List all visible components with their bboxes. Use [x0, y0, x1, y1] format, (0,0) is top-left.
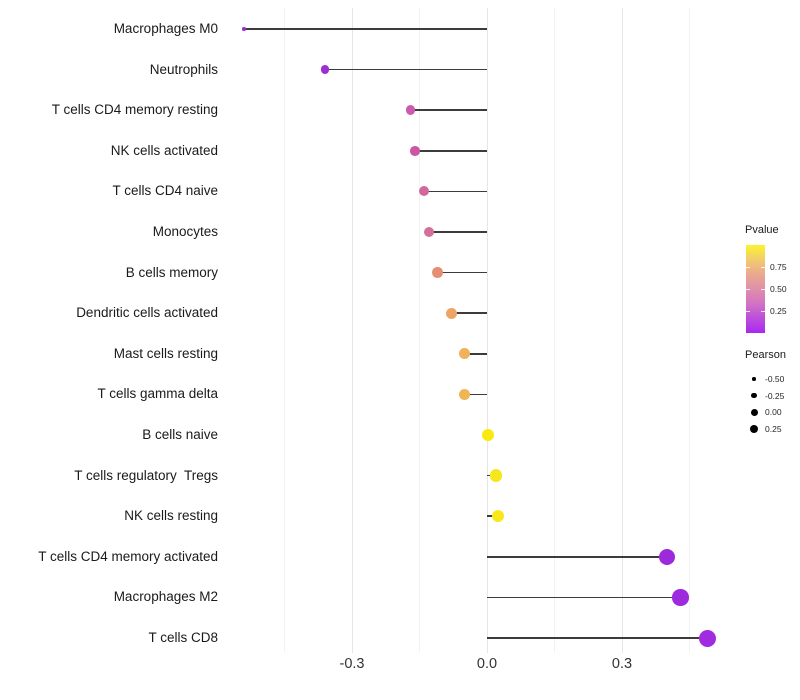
pvalue-tick-labels: 0.75 0.50 0.25 [745, 220, 800, 440]
x-gridline-minor [419, 8, 420, 653]
pearson-size-label: -0.25 [765, 390, 785, 401]
y-axis-label: T cells CD4 memory activated [38, 548, 218, 564]
lollipop-stick [437, 271, 487, 274]
pvalue-bar-tick [761, 266, 765, 268]
lollipop-stick [428, 231, 487, 233]
lollipop-stick [464, 353, 487, 355]
lollipop-dot [659, 548, 675, 565]
lollipop-stick [487, 596, 681, 599]
lollipop-stick [487, 556, 667, 558]
lollipop-dot [419, 186, 429, 197]
pearson-legend-title: Pearson [745, 349, 786, 361]
lollipop-stick [410, 109, 487, 111]
lollipop-dot [699, 629, 716, 647]
y-axis-label: Neutrophils [149, 61, 218, 77]
pvalue-tick-label: 0.75 [770, 262, 787, 272]
lollipop-stick [451, 312, 487, 314]
pvalue-legend-title: Pvalue [745, 224, 779, 236]
x-axis-tick-label: 0.3 [611, 656, 633, 672]
lollipop-stick [244, 28, 487, 30]
x-axis-tick-label: -0.3 [339, 656, 365, 672]
pvalue-bar-tick [746, 266, 750, 268]
plot-panel [221, 8, 731, 653]
pvalue-tick-label: 0.25 [770, 306, 787, 316]
pearson-size-label: 0.25 [765, 423, 782, 434]
y-axis-label: Dendritic cells activated [76, 305, 218, 321]
y-axis-label: T cells CD8 [148, 630, 218, 645]
legend: Pvalue 0.75 0.50 0.25 Pearson -0.50 -0.25 0.… [745, 220, 800, 440]
pearson-size-items: -0.50 -0.25 0.00 0.25 [745, 220, 800, 440]
y-axis-label: Mast cells resting [113, 345, 218, 361]
y-axis-label: NK cells resting [124, 508, 218, 524]
pearson-size-dot [750, 424, 758, 433]
pearson-size-label: 0.00 [765, 407, 782, 417]
y-axis-label: T cells CD4 naive [112, 183, 218, 199]
x-gridline-minor [554, 8, 555, 653]
lollipop-stick [487, 637, 708, 639]
pvalue-bar-tick [761, 310, 765, 312]
pvalue-bar-tick [746, 310, 750, 312]
y-axis-label: B cells memory [125, 264, 218, 280]
pearson-size-dot [751, 392, 757, 399]
y-axis-label: T cells CD4 memory resting [51, 102, 218, 118]
pvalue-bar-tick [746, 288, 750, 290]
y-axis-label: Monocytes [152, 224, 218, 239]
lollipop-dot [672, 589, 689, 606]
y-axis-label: NK cells activated [110, 142, 218, 158]
lollipop-dot [458, 348, 471, 360]
x-gridline-minor [284, 8, 285, 653]
x-axis-tick-label: 0.0 [476, 656, 498, 672]
lollipop-dot [458, 388, 471, 401]
lollipop-dot [481, 429, 494, 441]
lollipop-stick [325, 68, 487, 71]
lollipop-dot [489, 469, 503, 482]
y-axis-label: T cells regulatory Tregs [74, 467, 218, 483]
lollipop-dot [492, 510, 505, 523]
lollipop-dot [405, 105, 416, 115]
pearson-size-dot [752, 377, 756, 381]
x-gridline-major [351, 8, 353, 653]
lollipop-stick [424, 190, 487, 193]
pvalue-bar-tick [761, 288, 765, 290]
lollipop-stick [464, 393, 487, 396]
y-axis-labels: Macrophages M0 Neutrophils T cells CD4 mem… [0, 0, 218, 700]
x-axis: -0.3 0.0 0.3 [0, 656, 800, 678]
pearson-size-label: -0.50 [765, 374, 785, 384]
lollipop-dot [423, 227, 434, 237]
y-axis-label: B cells naive [142, 427, 218, 442]
lollipop-stick [415, 150, 487, 152]
lollipop-dot [242, 27, 246, 31]
lollipop-dot [320, 65, 330, 74]
y-axis-label: T cells gamma delta [97, 386, 218, 402]
pvalue-gradient-bar [746, 245, 765, 333]
x-gridline-major [486, 8, 488, 653]
lollipop-dot [432, 267, 443, 278]
x-gridline-minor [689, 8, 690, 653]
lollipop-dot [410, 146, 420, 156]
x-gridline-major [621, 8, 623, 653]
pvalue-tick-label: 0.50 [770, 284, 787, 294]
lollipop-dot [445, 307, 457, 319]
pearson-size-dot [750, 408, 758, 416]
y-axis-label: Macrophages M0 [113, 21, 218, 36]
y-axis-label: Macrophages M2 [113, 589, 218, 605]
